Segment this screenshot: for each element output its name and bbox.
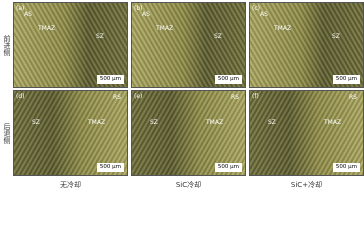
zone-label: SZ [332, 33, 340, 40]
panel-tag: (f) [252, 93, 259, 100]
panel-tag: (d) [16, 93, 25, 100]
side-label: AS [24, 11, 32, 18]
scale-bar: 500 μm [214, 75, 242, 84]
scale-bar: 500 μm [214, 163, 242, 172]
zone-label: SZ [96, 33, 104, 40]
side-label: RS [231, 94, 239, 101]
column-label: 无冷却 [60, 181, 81, 189]
panel-tag: (c) [252, 5, 260, 12]
zone-label: TMAZ [88, 119, 106, 126]
zone-label: TMAZ [156, 25, 174, 32]
scale-bar: 500 μm [96, 75, 124, 84]
zone-label: SZ [268, 119, 276, 126]
figure-grid: 前进侧 后退侧 无冷却 SiC冷却 SiC+冷却 (a) AS TMAZ SZ 500 μm (b)… [3, 2, 364, 189]
scale-bar: 500 μm [96, 163, 124, 172]
zone-label: SZ [214, 33, 222, 40]
micrograph: (f) RS SZ TMAZ 500 μm [249, 90, 364, 176]
micrograph: (c) AS TMAZ SZ 500 μm [249, 2, 364, 88]
figure: 前进侧 后退侧 无冷却 SiC冷却 SiC+冷却 (a) AS TMAZ SZ 500 μm (b)… [3, 2, 364, 189]
zone-label: TMAZ [206, 119, 224, 126]
panel-tag: (b) [134, 5, 143, 12]
zone-label: TMAZ [274, 25, 292, 32]
scale-bar: 500 μm [332, 163, 360, 172]
side-label: RS [113, 94, 121, 101]
panel-tag: (e) [134, 93, 143, 100]
side-label: RS [349, 94, 357, 101]
scale-bar: 500 μm [332, 75, 360, 84]
zone-label: TMAZ [324, 119, 342, 126]
zone-label: TMAZ [38, 25, 56, 32]
row-label: 前进侧 [3, 34, 11, 56]
micrograph: (b) AS TMAZ SZ 500 μm [131, 2, 246, 88]
micrograph: (a) AS TMAZ SZ 500 μm [13, 2, 128, 88]
micrograph: (d) RS SZ TMAZ 500 μm [13, 90, 128, 176]
zone-label: SZ [32, 119, 40, 126]
side-label: AS [142, 11, 150, 18]
side-label: AS [260, 11, 268, 18]
panel-tag: (a) [16, 5, 25, 12]
micrograph: (e) RS SZ TMAZ 500 μm [131, 90, 246, 176]
row-label: 后退侧 [3, 122, 11, 144]
zone-label: SZ [150, 119, 158, 126]
column-label: SiC冷却 [175, 181, 202, 189]
column-label: SiC+冷却 [290, 181, 323, 189]
